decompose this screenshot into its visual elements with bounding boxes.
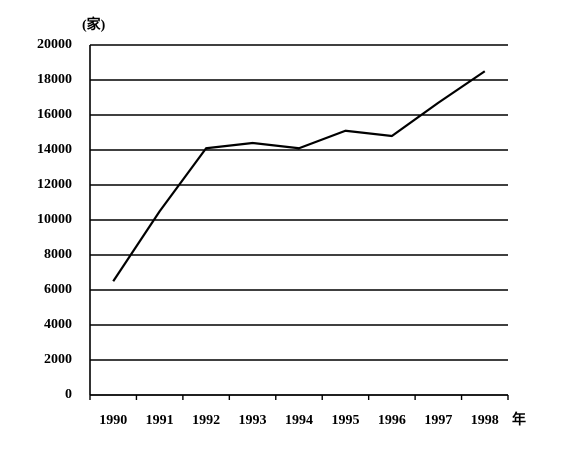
y-tick-label: 8000	[44, 247, 72, 262]
x-tick-label: 1997	[424, 413, 452, 428]
x-tick-label: 1992	[192, 413, 220, 428]
y-tick-label: 14000	[37, 142, 72, 157]
y-tick-label: 18000	[37, 72, 72, 87]
x-unit: 年	[512, 411, 526, 428]
data-line	[112, 70, 486, 282]
y-tick-label: 4000	[44, 317, 72, 332]
x-tick-label: 1998	[471, 413, 499, 428]
y-tick-label: 2000	[44, 352, 72, 367]
y-tick-label: 12000	[37, 177, 72, 192]
x-tick-label: 1991	[146, 413, 174, 428]
y-tick-label: 10000	[37, 212, 72, 227]
x-tick-label: 1993	[239, 413, 267, 428]
x-tick-label: 1995	[331, 413, 359, 428]
x-tick-label: 1994	[285, 413, 313, 428]
y-tick-label: 6000	[44, 282, 72, 297]
y-tick-label: 20000	[37, 37, 72, 52]
x-tick-label: 1990	[99, 413, 127, 428]
y-tick-label: 0	[65, 387, 72, 402]
y-tick-label: 16000	[37, 107, 72, 122]
y-unit: (家)	[82, 16, 106, 33]
x-tick-label: 1996	[378, 413, 406, 428]
